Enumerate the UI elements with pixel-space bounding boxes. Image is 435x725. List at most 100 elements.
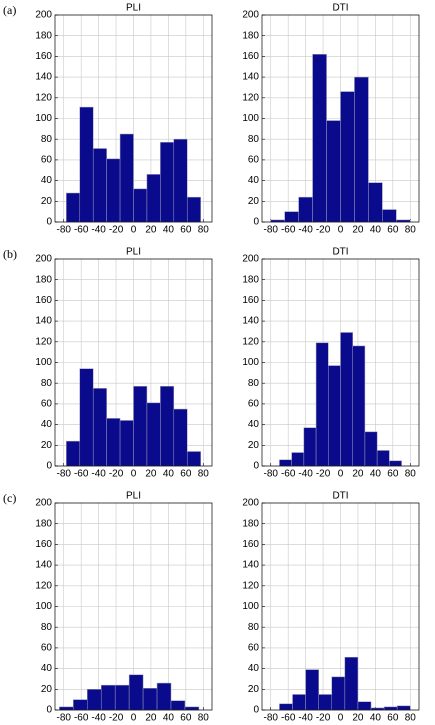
x-tick-label: -60 bbox=[74, 225, 89, 236]
bar bbox=[284, 211, 299, 223]
bar bbox=[315, 342, 329, 467]
bar bbox=[106, 418, 121, 467]
bar bbox=[146, 174, 161, 223]
y-tick-label: 140 bbox=[242, 72, 259, 83]
bar bbox=[279, 703, 293, 711]
bar bbox=[87, 689, 102, 711]
axis-frame bbox=[261, 258, 420, 467]
x-tick-label: 40 bbox=[163, 225, 175, 236]
y-tick-label: 0 bbox=[253, 705, 259, 716]
y-tick-label: 0 bbox=[253, 217, 259, 228]
x-tick-label: 20 bbox=[145, 225, 157, 236]
x-tick-label: 80 bbox=[198, 225, 210, 236]
x-tick-label: 60 bbox=[387, 225, 399, 236]
x-tick-label: 20 bbox=[145, 469, 157, 480]
y-tick-label: 140 bbox=[35, 560, 52, 571]
y-tick-label: 140 bbox=[242, 560, 259, 571]
x-tick-label: 80 bbox=[405, 225, 417, 236]
y-tick-label: 40 bbox=[41, 419, 53, 430]
bar bbox=[382, 209, 397, 223]
y-tick-label: 60 bbox=[248, 399, 260, 410]
y-tick-label: 140 bbox=[35, 72, 52, 83]
x-tick-label: 40 bbox=[163, 469, 175, 480]
bar bbox=[357, 701, 372, 711]
y-tick-label: 100 bbox=[35, 113, 52, 124]
bar bbox=[114, 684, 130, 711]
y-tick-label: 200 bbox=[242, 498, 259, 509]
x-tick-label: 40 bbox=[163, 713, 175, 724]
x-tick-label: -20 bbox=[109, 225, 124, 236]
y-tick-label: 180 bbox=[242, 274, 259, 285]
chart-title: DTI bbox=[332, 3, 348, 14]
bar bbox=[170, 700, 186, 711]
x-tick-label: -80 bbox=[56, 713, 71, 724]
y-tick-label: 20 bbox=[248, 196, 260, 207]
bar bbox=[396, 705, 411, 711]
x-tick-label: -40 bbox=[298, 225, 313, 236]
bar bbox=[303, 427, 317, 467]
x-tick-label: 0 bbox=[131, 713, 137, 724]
x-tick-label: 80 bbox=[198, 469, 210, 480]
x-tick-label: 20 bbox=[145, 713, 157, 724]
y-tick-label: 40 bbox=[248, 419, 260, 430]
y-tick-label: 120 bbox=[35, 92, 52, 103]
y-tick-label: 20 bbox=[248, 440, 260, 451]
chart-title: PLI bbox=[126, 247, 141, 258]
bar bbox=[328, 365, 341, 467]
x-tick-label: 0 bbox=[338, 713, 344, 724]
y-tick-label: 80 bbox=[41, 134, 53, 145]
axis-frame bbox=[54, 258, 213, 467]
y-tick-label: 180 bbox=[35, 274, 52, 285]
y-tick-label: 100 bbox=[242, 601, 259, 612]
y-tick-label: 40 bbox=[41, 175, 53, 186]
y-tick-label: 0 bbox=[253, 461, 259, 472]
bar bbox=[389, 460, 402, 467]
bar bbox=[133, 386, 148, 467]
y-tick-label: 60 bbox=[41, 643, 53, 654]
bar bbox=[354, 76, 369, 223]
bar bbox=[305, 669, 319, 711]
y-tick-label: 180 bbox=[242, 518, 259, 529]
x-tick-label: -60 bbox=[74, 469, 89, 480]
bar bbox=[173, 138, 188, 223]
y-tick-label: 200 bbox=[35, 10, 52, 21]
x-tick-label: 60 bbox=[387, 469, 399, 480]
bar bbox=[292, 694, 306, 711]
y-tick-label: 100 bbox=[242, 113, 259, 124]
x-tick-label: 0 bbox=[131, 225, 137, 236]
x-tick-label: -60 bbox=[281, 225, 296, 236]
bar bbox=[364, 431, 378, 467]
bar bbox=[352, 345, 366, 467]
x-tick-label: -40 bbox=[298, 713, 313, 724]
x-tick-label: 80 bbox=[198, 713, 210, 724]
x-tick-label: -20 bbox=[316, 469, 331, 480]
x-tick-label: 0 bbox=[131, 469, 137, 480]
y-tick-label: 160 bbox=[242, 539, 259, 550]
y-tick-label: 160 bbox=[35, 295, 52, 306]
bar bbox=[331, 676, 346, 711]
x-tick-label: 0 bbox=[338, 469, 344, 480]
bar bbox=[291, 452, 305, 467]
y-tick-label: 140 bbox=[242, 316, 259, 327]
y-tick-label: 200 bbox=[35, 254, 52, 265]
x-tick-label: -40 bbox=[91, 225, 106, 236]
y-tick-label: 60 bbox=[248, 155, 260, 166]
x-tick-label: 60 bbox=[387, 713, 399, 724]
y-tick-label: 60 bbox=[41, 155, 53, 166]
x-tick-label: -80 bbox=[263, 225, 278, 236]
panel-label: (b) bbox=[3, 247, 17, 261]
x-tick-label: -80 bbox=[56, 469, 71, 480]
bar bbox=[186, 451, 201, 467]
y-tick-label: 0 bbox=[46, 705, 52, 716]
bar bbox=[59, 706, 74, 711]
y-tick-label: 120 bbox=[35, 336, 52, 347]
y-tick-label: 60 bbox=[248, 643, 260, 654]
y-tick-label: 180 bbox=[35, 518, 52, 529]
chart-title: PLI bbox=[126, 491, 141, 502]
y-tick-label: 40 bbox=[248, 663, 260, 674]
x-tick-label: -20 bbox=[316, 225, 331, 236]
bar bbox=[279, 459, 292, 467]
bar bbox=[376, 450, 390, 467]
y-tick-label: 100 bbox=[35, 357, 52, 368]
y-tick-label: 120 bbox=[242, 92, 259, 103]
